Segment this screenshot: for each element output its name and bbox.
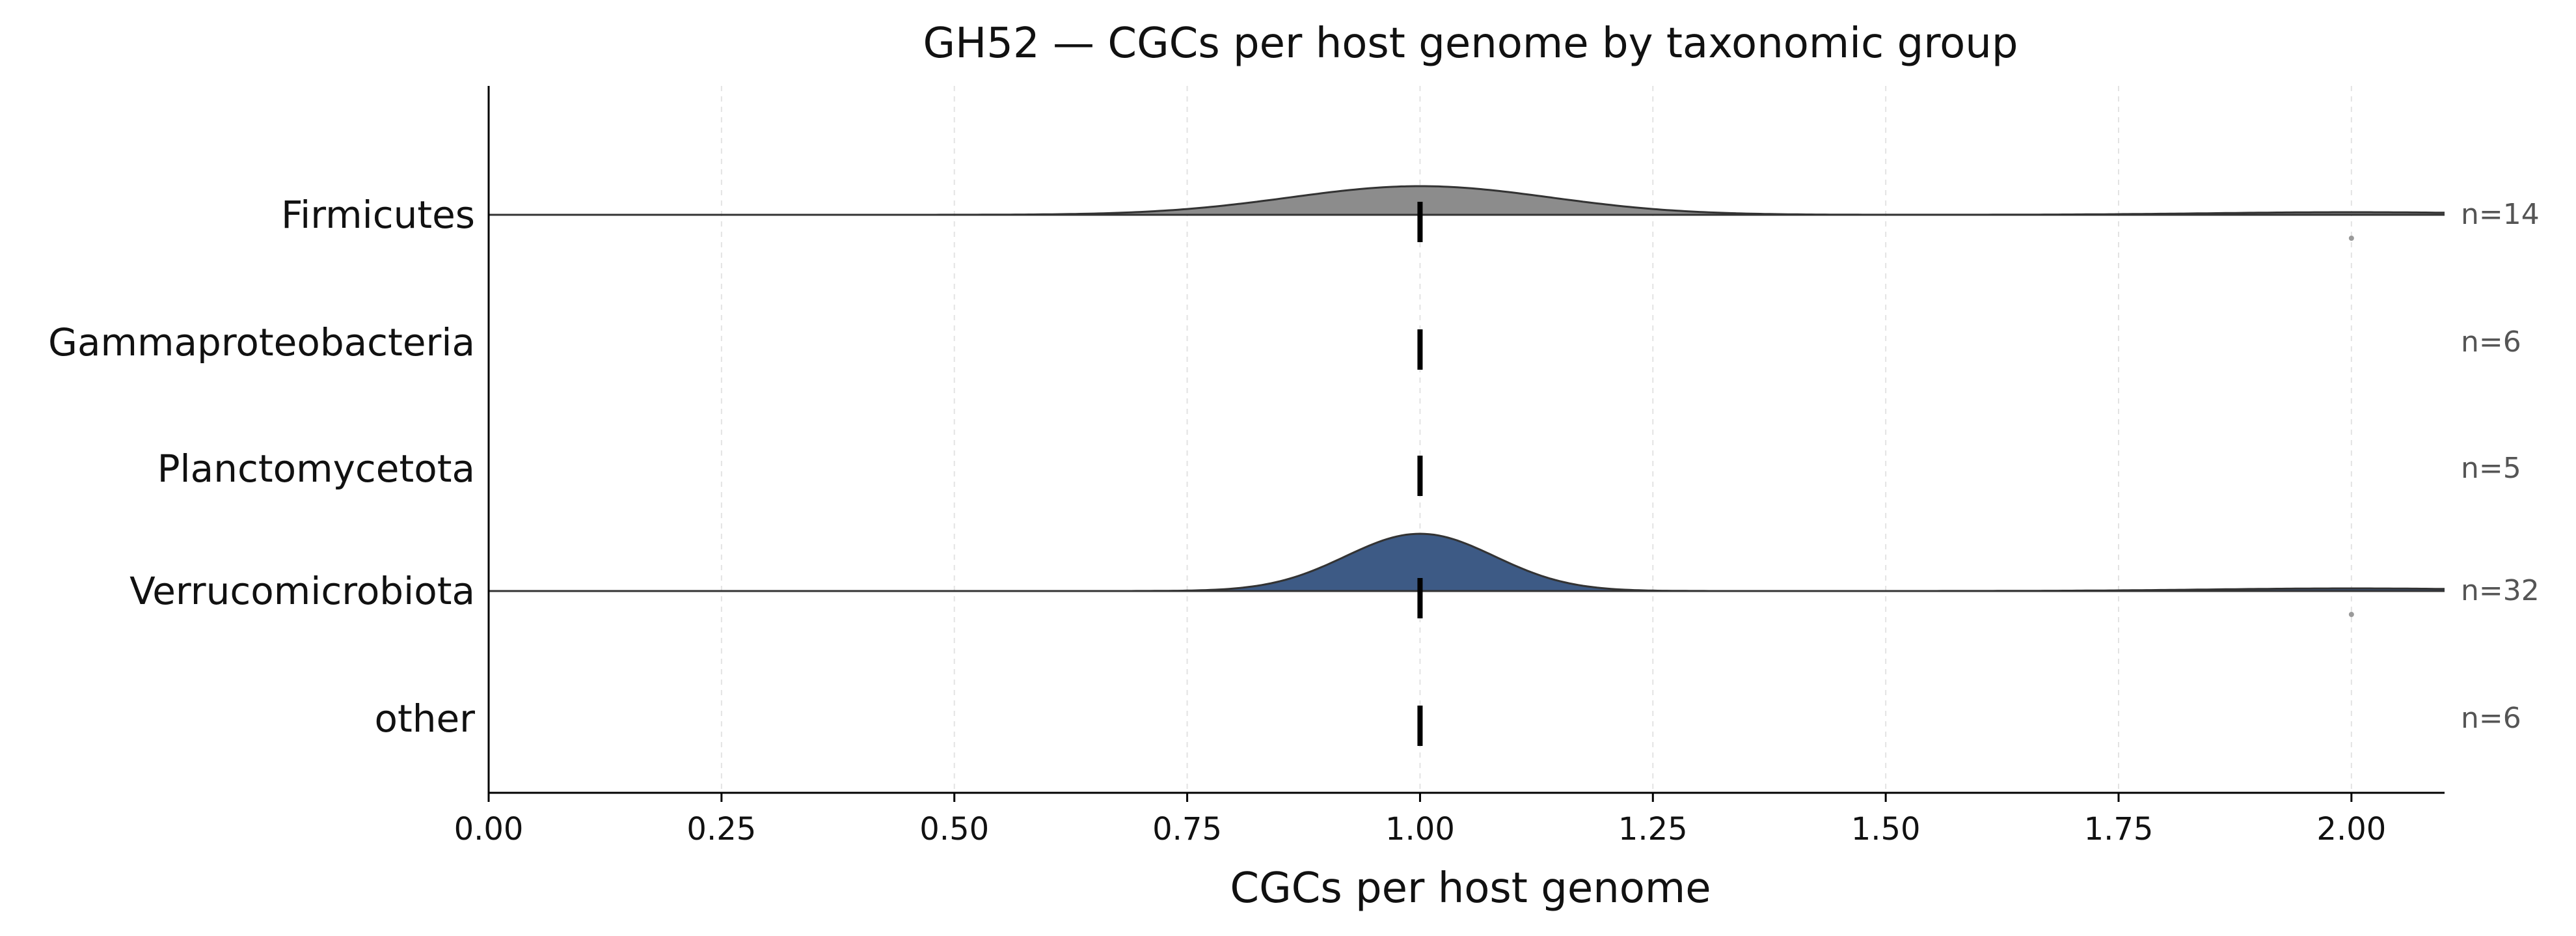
x-gridlines [720, 86, 2352, 793]
x-tick-label: 2.00 [2316, 811, 2386, 847]
n-label: n=14 [2461, 198, 2540, 231]
x-tick-label: 1.00 [1385, 811, 1455, 847]
x-ticks: 0.00 0.25 0.50 0.75 1.00 1.25 1.50 1.75 2.00 [454, 793, 2386, 847]
x-tick-label: 0.50 [919, 811, 989, 847]
n-labels: n=14 n=6 n=5 n=32 n=6 [2461, 198, 2540, 735]
n-label: n=6 [2461, 702, 2521, 735]
category-label: Firmicutes [281, 193, 475, 237]
ridges [489, 185, 2445, 746]
density-fill [489, 534, 2445, 591]
category-label: Planctomycetota [157, 447, 475, 491]
outlier-point [2348, 236, 2354, 241]
category-label: other [374, 696, 475, 741]
x-tick-label: 1.75 [2084, 811, 2154, 847]
x-tick-label: 0.75 [1152, 811, 1222, 847]
outlier-point [2348, 612, 2354, 617]
x-tick-label: 1.50 [1851, 811, 1921, 847]
chart-title: GH52 — CGCs per host genome by taxonomic… [923, 20, 2018, 68]
n-label: n=6 [2461, 325, 2521, 359]
n-label: n=32 [2461, 574, 2540, 607]
category-label: Verrucomicrobiota [129, 569, 475, 613]
x-axis-label: CGCs per host genome [1230, 864, 1711, 913]
category-label: Gammaproteobacteria [48, 320, 475, 365]
x-tick-label: 0.00 [454, 811, 524, 847]
n-label: n=5 [2461, 452, 2521, 485]
category-labels: Firmicutes Gammaproteobacteria Planctomyce… [48, 193, 475, 741]
density-fill [489, 186, 2445, 215]
x-tick-label: 1.25 [1618, 811, 1688, 847]
x-tick-label: 0.25 [686, 811, 756, 847]
